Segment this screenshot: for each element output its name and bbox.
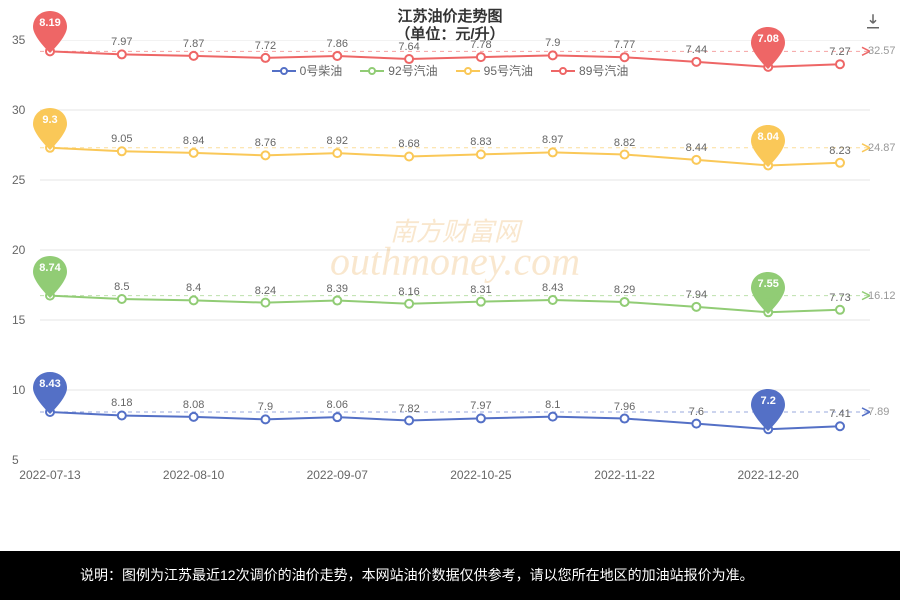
legend-marker bbox=[551, 65, 575, 77]
data-point-label: 8.08 bbox=[183, 399, 204, 411]
data-point-label: 8.31 bbox=[470, 284, 491, 296]
data-point-label: 7.97 bbox=[111, 36, 132, 48]
data-point-label: 9.05 bbox=[111, 133, 132, 145]
series-end-label: 7.89 bbox=[868, 406, 889, 418]
legend-label: 0号柴油 bbox=[300, 62, 343, 79]
legend-label: 95号汽油 bbox=[484, 62, 533, 79]
y-axis-tick: 15 bbox=[12, 313, 25, 327]
data-point-label: 7.6 bbox=[689, 406, 704, 418]
x-axis-tick: 2022-08-10 bbox=[163, 468, 224, 482]
x-axis-tick: 2022-07-13 bbox=[19, 468, 80, 482]
data-point-label: 7.64 bbox=[398, 41, 419, 53]
legend-item[interactable]: 95号汽油 bbox=[456, 62, 533, 79]
data-point-label: 8.94 bbox=[183, 135, 204, 147]
marker-pin: 9.3 bbox=[33, 108, 67, 150]
y-axis-tick: 10 bbox=[12, 383, 25, 397]
data-point-label: 7.86 bbox=[327, 38, 348, 50]
series-end-label: 32.57 bbox=[868, 45, 896, 57]
data-point-label: 8.43 bbox=[542, 282, 563, 294]
marker-pin: 8.74 bbox=[33, 256, 67, 298]
legend-label: 89号汽油 bbox=[579, 62, 628, 79]
data-point-label: 7.9 bbox=[258, 401, 273, 413]
data-point-label: 7.27 bbox=[829, 46, 850, 58]
legend-item[interactable]: 89号汽油 bbox=[551, 62, 628, 79]
x-axis-tick: 2022-10-25 bbox=[450, 468, 511, 482]
data-point-label: 7.78 bbox=[470, 39, 491, 51]
data-point-label: 8.16 bbox=[398, 286, 419, 298]
data-point-label: 8.06 bbox=[327, 399, 348, 411]
data-point-label: 7.41 bbox=[829, 408, 850, 420]
data-point-label: 8.92 bbox=[327, 135, 348, 147]
data-point-label: 7.87 bbox=[183, 38, 204, 50]
series-end-label: 24.87 bbox=[868, 142, 896, 154]
legend-marker bbox=[456, 65, 480, 77]
x-axis-tick: 2022-12-20 bbox=[737, 468, 798, 482]
x-axis-tick: 2022-11-22 bbox=[594, 468, 655, 482]
legend-marker bbox=[272, 65, 296, 77]
legend-marker bbox=[360, 65, 384, 77]
footer-note: 说明：图例为江苏最近12次调价的油价走势，本网站油价数据仅供参考，请以您所在地区… bbox=[0, 551, 900, 600]
data-point-label: 8.24 bbox=[255, 285, 276, 297]
data-point-label: 7.44 bbox=[686, 44, 707, 56]
data-point-label: 8.1 bbox=[545, 399, 560, 411]
data-point-label: 8.83 bbox=[470, 136, 491, 148]
data-point-label: 7.94 bbox=[686, 289, 707, 301]
data-point-label: 8.29 bbox=[614, 284, 635, 296]
marker-pin: 8.43 bbox=[33, 372, 67, 414]
data-point-label: 8.4 bbox=[186, 282, 201, 294]
chart-container: 江苏油价走势图 （单位：元/升） 0号柴油 92号汽油 95号汽油 89号汽油 bbox=[0, 0, 900, 520]
data-point-label: 7.72 bbox=[255, 40, 276, 52]
legend: 0号柴油 92号汽油 95号汽油 89号汽油 bbox=[0, 62, 900, 79]
y-axis-tick: 20 bbox=[12, 243, 25, 257]
data-point-label: 8.18 bbox=[111, 397, 132, 409]
data-point-label: 7.97 bbox=[470, 400, 491, 412]
marker-pin: 7.2 bbox=[751, 389, 785, 431]
data-point-label: 8.5 bbox=[114, 281, 129, 293]
plot-area: 南方财富网 outhmoney.com 51015202530352022-07… bbox=[40, 40, 870, 460]
y-axis-tick: 30 bbox=[12, 103, 25, 117]
data-point-label: 8.23 bbox=[829, 145, 850, 157]
data-point-label: 8.82 bbox=[614, 137, 635, 149]
y-axis-tick: 5 bbox=[12, 453, 19, 467]
marker-pin: 8.04 bbox=[751, 125, 785, 167]
legend-item[interactable]: 0号柴油 bbox=[272, 62, 343, 79]
legend-item[interactable]: 92号汽油 bbox=[360, 62, 437, 79]
download-icon[interactable] bbox=[864, 12, 882, 35]
series-end-label: 16.12 bbox=[868, 290, 896, 302]
data-point-label: 8.68 bbox=[398, 138, 419, 150]
marker-pin: 8.19 bbox=[33, 11, 67, 53]
data-point-label: 7.82 bbox=[398, 403, 419, 415]
line-chart-svg bbox=[40, 40, 870, 460]
data-point-label: 8.44 bbox=[686, 142, 707, 154]
data-point-label: 7.77 bbox=[614, 39, 635, 51]
x-axis-tick: 2022-09-07 bbox=[307, 468, 368, 482]
data-point-label: 8.39 bbox=[327, 283, 348, 295]
marker-pin: 7.55 bbox=[751, 272, 785, 314]
data-point-label: 7.96 bbox=[614, 401, 635, 413]
legend-label: 92号汽油 bbox=[388, 62, 437, 79]
data-point-label: 8.97 bbox=[542, 134, 563, 146]
data-point-label: 7.73 bbox=[829, 292, 850, 304]
title-line-1: 江苏油价走势图 bbox=[0, 8, 900, 26]
footer-text: 说明：图例为江苏最近12次调价的油价走势，本网站油价数据仅供参考，请以您所在地区… bbox=[80, 567, 754, 583]
y-axis-tick: 35 bbox=[12, 33, 25, 47]
data-point-label: 8.76 bbox=[255, 137, 276, 149]
y-axis-tick: 25 bbox=[12, 173, 25, 187]
data-point-label: 7.9 bbox=[545, 37, 560, 49]
